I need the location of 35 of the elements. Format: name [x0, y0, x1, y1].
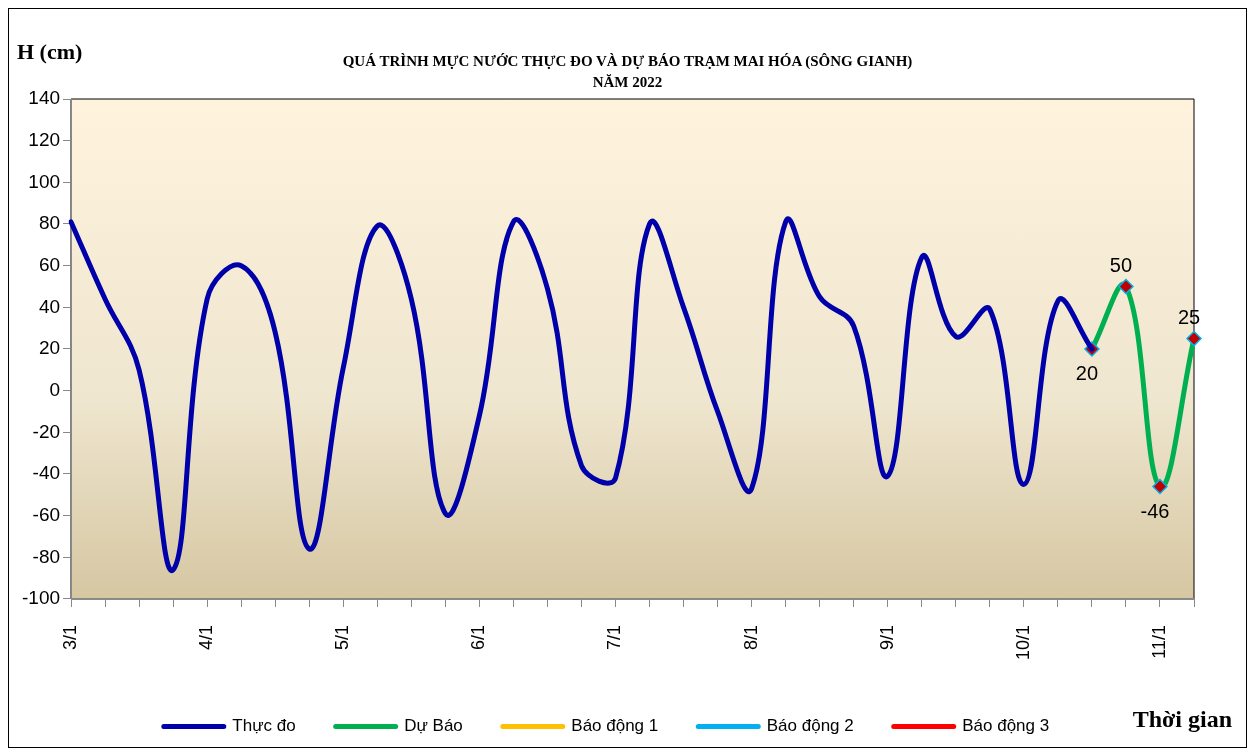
data-label: 50 — [1109, 254, 1133, 276]
x-tick-label: 6/1 — [468, 624, 489, 650]
legend-label: Báo động 3 — [962, 716, 1050, 736]
y-tick-label: -40 — [32, 462, 61, 484]
y-tick-label: 140 — [28, 87, 61, 109]
data-label: -46 — [1140, 499, 1170, 522]
x-tick-label: 4/1 — [196, 624, 217, 650]
data-label: 25 — [1177, 306, 1201, 329]
y-tick-label: -20 — [32, 420, 61, 442]
legend-label: Báo động 2 — [766, 716, 854, 736]
x-tick-label: 9/1 — [876, 624, 897, 650]
x-tick-label: 5/1 — [332, 624, 353, 650]
chart-title: QUÁ TRÌNH MỰC NƯỚC THỰC ĐO VÀ DỰ BÁO TRẠM MAI HÓA (SÔNG GIANH) — [342, 53, 913, 69]
x-tick-label: 3/1 — [60, 624, 80, 650]
y-tick-label: 120 — [28, 128, 61, 150]
y-tick-label: 80 — [38, 212, 61, 234]
x-axis-title: Thời gian — [1132, 706, 1232, 733]
x-tick-label: 10/1 — [1012, 624, 1033, 661]
y-tick-label: 40 — [38, 295, 61, 317]
y-tick-label: 20 — [38, 337, 61, 359]
y-tick-label: 100 — [28, 170, 61, 192]
legend-label: Báo động 1 — [571, 716, 659, 736]
x-tick-label: 8/1 — [740, 624, 761, 650]
y-tick-label: -100 — [22, 587, 61, 609]
legend-label: Thực đo — [232, 716, 296, 736]
x-tick-label: 7/1 — [604, 624, 625, 650]
y-axis-title: H (cm) — [17, 39, 83, 65]
y-tick-label: 60 — [38, 253, 61, 275]
x-tick-label: 11/1 — [1148, 624, 1169, 659]
data-label: 20 — [1075, 362, 1099, 385]
y-tick-label: -60 — [32, 503, 61, 525]
chart-subtitle: NĂM 2022 — [592, 74, 663, 90]
legend-label: Dự Báo — [404, 716, 463, 736]
y-tick-label: 0 — [49, 378, 61, 400]
y-tick-label: -80 — [32, 545, 61, 567]
